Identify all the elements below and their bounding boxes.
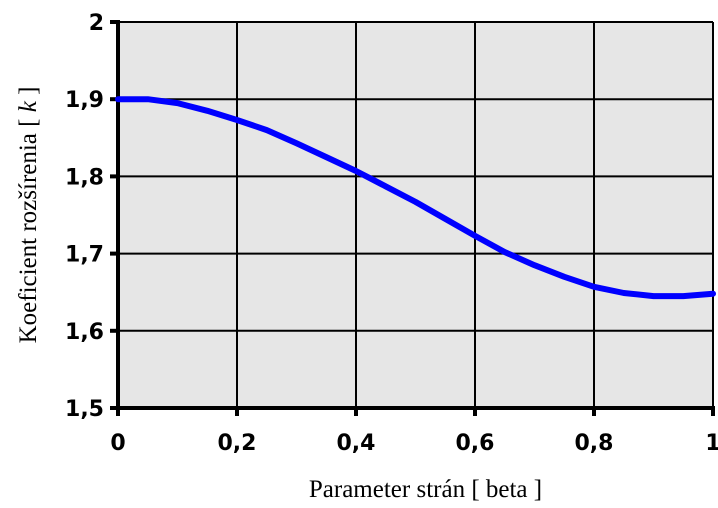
x-tick-label: 1: [705, 431, 718, 456]
y-axis-title-end: ]: [15, 87, 42, 102]
x-tick-label: 0: [110, 431, 125, 456]
y-axis-title: Koeficient rozšírenia [ k ]: [15, 87, 42, 344]
y-tick-label: 2: [89, 11, 104, 36]
y-tick-label: 1,7: [65, 243, 104, 268]
y-tick-label: 1,8: [65, 165, 104, 190]
x-tick-label: 0,6: [456, 431, 495, 456]
y-tick-label: 1,5: [65, 397, 104, 422]
plot-area: [118, 22, 713, 408]
axes: [110, 20, 715, 416]
x-tick-label: 0,8: [575, 431, 614, 456]
y-axis-title-variable: k: [15, 100, 42, 112]
y-tick-label: 1,6: [65, 320, 104, 345]
tick-labels: 0 0,2 0,4 0,6 0,8 1 1,5 1,6 1,7 1,8 1,9 2: [65, 11, 718, 456]
x-tick-label: 0,4: [337, 431, 376, 456]
series-line: [115, 96, 716, 300]
x-axis-title: Parameter strán [ beta ]: [309, 476, 542, 503]
series: [115, 96, 716, 300]
y-axis-title-text: Koeficient rozšírenia [: [15, 112, 42, 343]
grid: [118, 21, 714, 408]
x-tick-label: 0,2: [218, 431, 257, 456]
y-tick-label: 1,9: [65, 88, 104, 113]
